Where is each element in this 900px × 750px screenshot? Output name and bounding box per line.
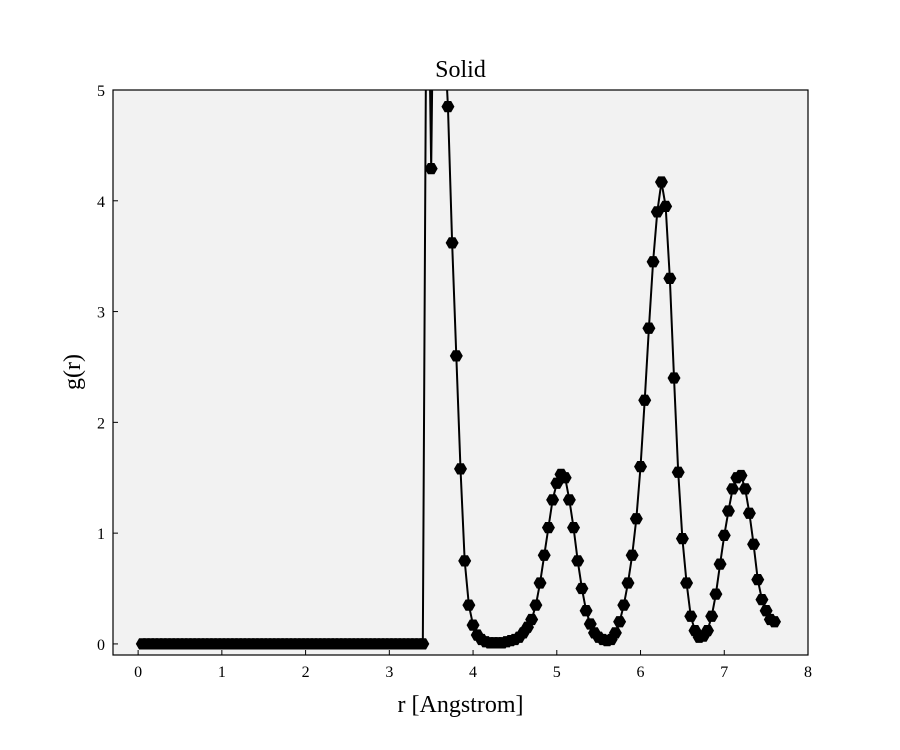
data-point xyxy=(705,610,719,622)
data-point xyxy=(663,272,677,284)
data-point xyxy=(646,256,660,268)
data-point xyxy=(709,588,723,600)
data-point xyxy=(437,18,450,29)
data-point xyxy=(659,200,673,212)
data-point xyxy=(617,599,631,611)
y-tick-label: 3 xyxy=(97,305,105,322)
x-tick-label: 3 xyxy=(385,664,393,681)
data-point xyxy=(738,483,752,495)
data-point xyxy=(625,549,639,561)
x-tick-label: 5 xyxy=(553,664,561,681)
data-point xyxy=(650,206,664,218)
data-point xyxy=(755,593,769,606)
x-tick-label: 7 xyxy=(720,664,728,681)
data-point xyxy=(768,616,782,628)
data-point xyxy=(675,533,689,545)
data-point xyxy=(621,577,635,589)
x-tick-label: 0 xyxy=(134,664,142,681)
data-point xyxy=(550,477,564,489)
data-point xyxy=(713,558,727,570)
data-point xyxy=(583,618,597,630)
x-tick-label: 4 xyxy=(469,664,477,681)
data-point xyxy=(638,394,652,406)
data-point xyxy=(751,574,765,586)
data-point xyxy=(701,625,715,637)
data-point xyxy=(717,529,731,541)
x-axis-label: r [Angstrom] xyxy=(398,692,524,718)
data-point xyxy=(529,599,543,611)
x-tick-label: 2 xyxy=(302,664,310,681)
data-point xyxy=(579,605,593,617)
plot-area xyxy=(113,90,808,655)
y-tick-label: 4 xyxy=(97,194,105,211)
chart-title: Solid xyxy=(435,57,486,83)
y-tick-label: 5 xyxy=(97,83,105,100)
data-point xyxy=(680,577,694,589)
data-point xyxy=(667,372,681,384)
data-point xyxy=(721,505,735,517)
data-point xyxy=(608,627,622,639)
x-tick-label: 8 xyxy=(804,664,812,681)
data-point xyxy=(533,577,547,589)
data-point xyxy=(684,610,698,622)
data-point xyxy=(642,322,656,334)
data-point xyxy=(458,555,472,567)
data-point xyxy=(747,538,761,550)
y-tick-label: 0 xyxy=(97,637,105,654)
data-point xyxy=(734,469,748,482)
data-point xyxy=(441,100,455,113)
data-point xyxy=(671,466,685,478)
plot-frame xyxy=(112,89,809,656)
data-point xyxy=(654,176,668,188)
data-point xyxy=(416,638,430,650)
data-point xyxy=(424,163,438,175)
data-point xyxy=(575,582,589,595)
data-point xyxy=(546,494,560,506)
data-point xyxy=(537,549,551,561)
data-point xyxy=(525,613,539,626)
data-point xyxy=(562,494,576,506)
data-point xyxy=(726,483,740,495)
data-point xyxy=(466,619,480,631)
data-point xyxy=(445,237,459,249)
data-point xyxy=(449,350,463,362)
data-point xyxy=(541,521,555,534)
x-tick-label: 1 xyxy=(218,664,226,681)
data-point xyxy=(629,513,643,525)
x-tick-label: 6 xyxy=(637,664,645,681)
data-point xyxy=(454,463,467,475)
y-axis-label: g(r) xyxy=(60,354,86,390)
data-point xyxy=(742,507,756,519)
data-point xyxy=(571,555,585,567)
data-point xyxy=(558,472,572,484)
y-tick-label: 2 xyxy=(97,415,105,432)
data-point xyxy=(462,599,476,611)
data-point xyxy=(613,616,627,628)
data-point xyxy=(634,461,648,473)
data-point xyxy=(567,521,581,534)
data-point xyxy=(759,605,773,617)
y-tick-label: 1 xyxy=(97,526,105,543)
